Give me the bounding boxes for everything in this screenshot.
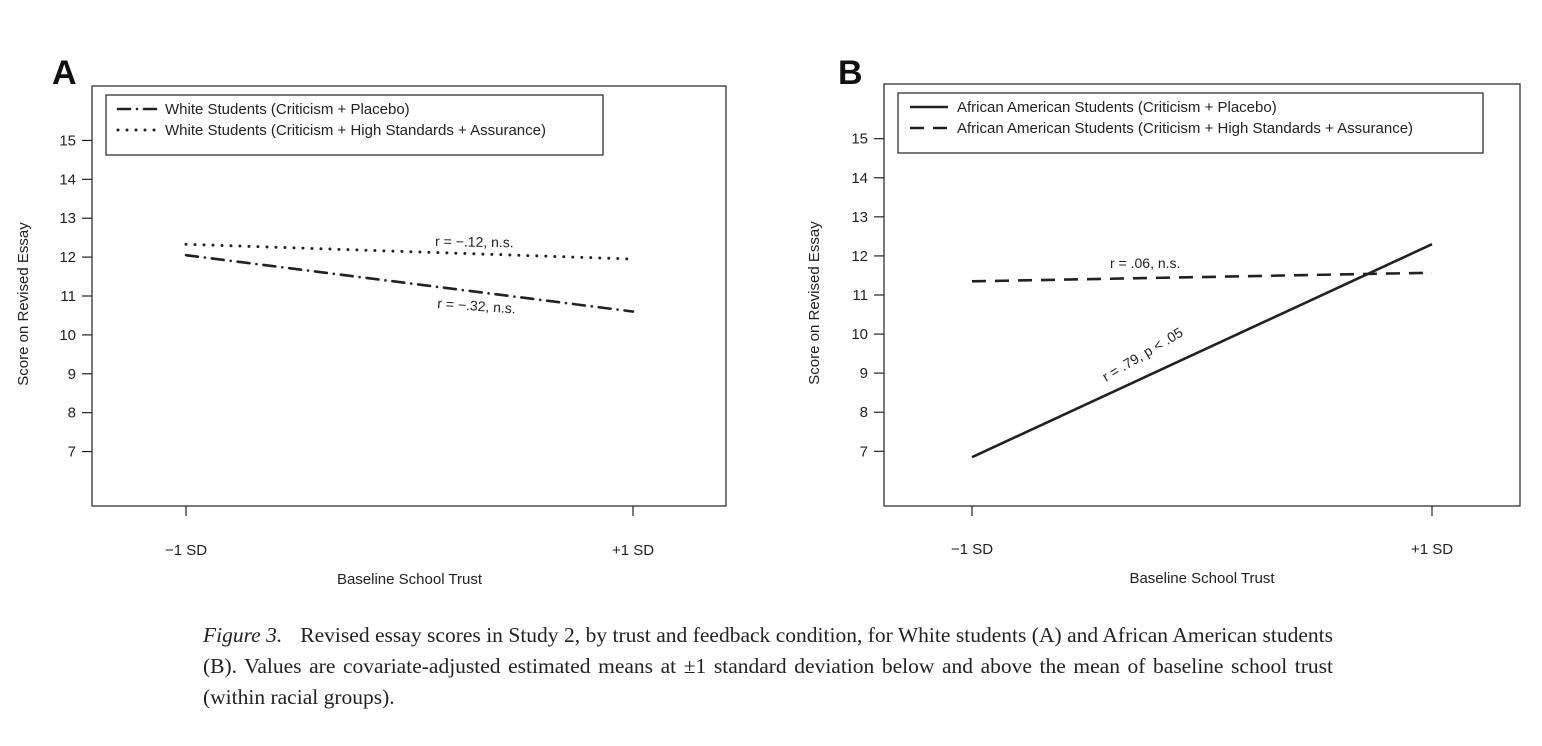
caption-text: Revised essay scores in Study 2, by trus…	[203, 623, 1333, 709]
x-tick-label: −1 SD	[951, 541, 993, 558]
y-tick-label: 7	[860, 443, 868, 460]
y-tick-label: 14	[59, 171, 76, 188]
caption-label: Figure 3.	[203, 623, 283, 647]
y-tick-label: 11	[852, 287, 868, 304]
legend-entry: White Students (Criticism + High Standar…	[165, 122, 546, 139]
y-tick-label: 13	[59, 210, 76, 227]
series-annotation: r = −.12, n.s.	[435, 233, 514, 250]
y-tick-label: 10	[59, 327, 76, 344]
y-tick-label: 15	[59, 132, 76, 149]
y-tick-label: 8	[68, 405, 76, 422]
y-tick-label: 12	[851, 248, 868, 265]
series-annotation: r = −.32, n.s.	[437, 295, 517, 316]
y-tick-label: 8	[860, 404, 868, 421]
legend-entry: African American Students (Criticism + P…	[957, 99, 1277, 116]
series-annotation: r = .06, n.s.	[1110, 255, 1180, 271]
series-line	[184, 242, 635, 261]
y-tick-label: 12	[59, 249, 76, 266]
x-tick-label: +1 SD	[612, 542, 654, 559]
x-tick-label: −1 SD	[165, 542, 207, 559]
series-line	[971, 243, 1433, 459]
panel-letter: A	[52, 54, 77, 92]
x-axis-title: Baseline School Trust	[337, 571, 483, 588]
panel-letter: B	[838, 54, 863, 92]
y-tick-label: 14	[851, 170, 868, 187]
y-tick-label: 15	[851, 131, 868, 148]
figure-caption: Figure 3. Revised essay scores in Study 2…	[203, 620, 1333, 713]
y-tick-label: 10	[851, 326, 868, 343]
legend-entry: African American Students (Criticism + H…	[957, 120, 1413, 137]
y-tick-label: 9	[860, 365, 868, 382]
y-tick-label: 11	[60, 288, 76, 305]
legend-box	[105, 94, 604, 156]
y-tick-label: 13	[851, 209, 868, 226]
figure-charts: A 7 8 9 10 11 12 13 14 15 −1 SD +1 SD Baseline Schoo…	[15, 54, 1521, 588]
legend-box	[897, 92, 1484, 154]
series-line	[184, 253, 635, 313]
x-axis-title: Baseline School Trust	[1129, 570, 1275, 587]
y-axis-title: Score on Revised Essay	[15, 222, 32, 386]
series-line	[971, 271, 1433, 283]
chart-panel-b: B 7 8 9 10 11 12 13 14 15 −1 SD +1 SD Baseline Schoo…	[806, 54, 1521, 587]
y-tick-label: 7	[68, 444, 76, 461]
x-tick-label: +1 SD	[1411, 541, 1453, 558]
legend-entry: White Students (Criticism + Placebo)	[165, 101, 410, 118]
y-axis-title: Score on Revised Essay	[806, 221, 823, 385]
chart-panel-a: A 7 8 9 10 11 12 13 14 15 −1 SD +1 SD Baseline Schoo…	[15, 54, 727, 588]
series-annotation: r = .79, p < .05	[1099, 324, 1185, 385]
y-tick-label: 9	[68, 366, 76, 383]
